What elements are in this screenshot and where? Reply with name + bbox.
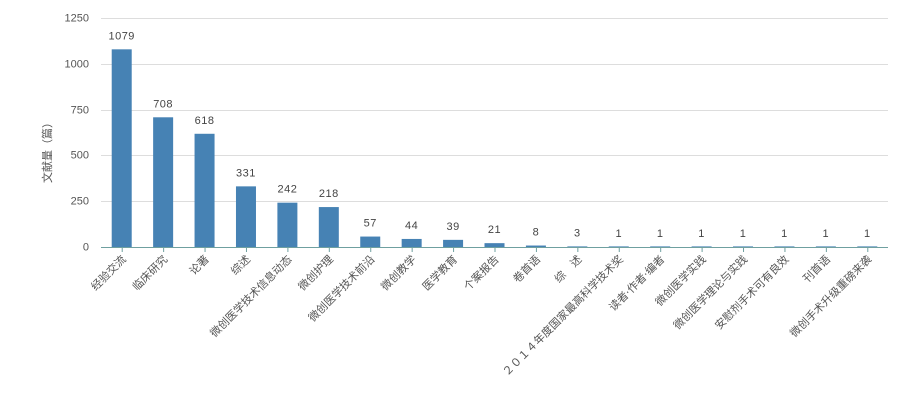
y-axis-ticks: 0 250 500 750 1000 1250	[65, 12, 89, 253]
data-label: 1	[698, 228, 705, 240]
bar[interactable]	[691, 246, 712, 247]
data-label: 1	[740, 228, 747, 240]
bar[interactable]	[277, 202, 298, 247]
x-tick-label: 医学教育	[419, 252, 460, 293]
data-label: 242	[277, 184, 297, 196]
x-axis	[101, 247, 888, 252]
x-tick-label: 微创医学理论与实践	[670, 252, 750, 332]
bar[interactable]	[318, 207, 339, 247]
bar[interactable]	[733, 246, 754, 247]
bar[interactable]	[360, 236, 381, 247]
bar[interactable]	[111, 49, 132, 247]
data-label: 1079	[108, 30, 134, 42]
data-label: 1	[615, 228, 622, 240]
bar[interactable]	[194, 133, 215, 247]
data-label: 1	[657, 228, 664, 240]
data-label: 8	[533, 227, 540, 239]
data-label: 1	[864, 228, 871, 240]
data-label: 218	[319, 188, 339, 200]
y-tick-label: 1250	[65, 12, 89, 24]
y-tick-label: 1000	[65, 58, 89, 70]
x-tick-label: 微创护理	[295, 252, 336, 293]
data-label: 21	[488, 224, 501, 236]
x-tick-label: 经验交流	[88, 252, 129, 293]
bars	[111, 49, 878, 247]
x-tick-label: 微创医学技术信息动态	[207, 252, 295, 340]
x-tick-label: 刊首语	[800, 252, 833, 285]
x-tick-label: 论著	[186, 252, 211, 277]
data-label: 708	[153, 98, 173, 110]
y-tick-label: 500	[71, 149, 89, 161]
x-tick-label: 卷首语	[510, 252, 543, 285]
x-tick-label: 综述	[228, 252, 253, 277]
data-label: 331	[236, 167, 256, 179]
bar[interactable]	[235, 186, 256, 247]
y-axis-title: 文献量（篇）	[40, 117, 54, 183]
data-label: 1	[823, 228, 830, 240]
data-label: 57	[364, 218, 377, 230]
bar[interactable]	[525, 245, 546, 247]
data-label: 39	[446, 221, 459, 233]
x-tick-label: 微创教学	[378, 252, 419, 293]
data-label: 1	[781, 228, 788, 240]
data-label: 3	[574, 227, 581, 239]
x-tick-label: 综 述	[551, 252, 584, 285]
bar[interactable]	[650, 246, 671, 247]
y-tick-label: 0	[83, 241, 89, 253]
bar[interactable]	[443, 239, 464, 247]
bar[interactable]	[153, 117, 174, 247]
x-tick-label: 个案报告	[461, 252, 502, 293]
data-label: 44	[405, 220, 418, 232]
bar[interactable]	[401, 238, 422, 247]
bar[interactable]	[567, 246, 588, 247]
x-tick-label: 微创手术升级重磅来袭	[787, 252, 875, 340]
bar[interactable]	[608, 246, 629, 247]
gridlines	[101, 18, 888, 202]
bar[interactable]	[774, 246, 795, 247]
y-tick-label: 750	[71, 104, 89, 116]
x-tick-label: 临床研究	[129, 252, 170, 293]
y-tick-label: 250	[71, 195, 89, 207]
bar[interactable]	[857, 246, 878, 247]
bar[interactable]	[815, 246, 836, 247]
data-label: 618	[195, 115, 215, 127]
x-tick-label: 安慰剂手术可有良效	[712, 252, 792, 332]
bar[interactable]	[484, 243, 505, 247]
